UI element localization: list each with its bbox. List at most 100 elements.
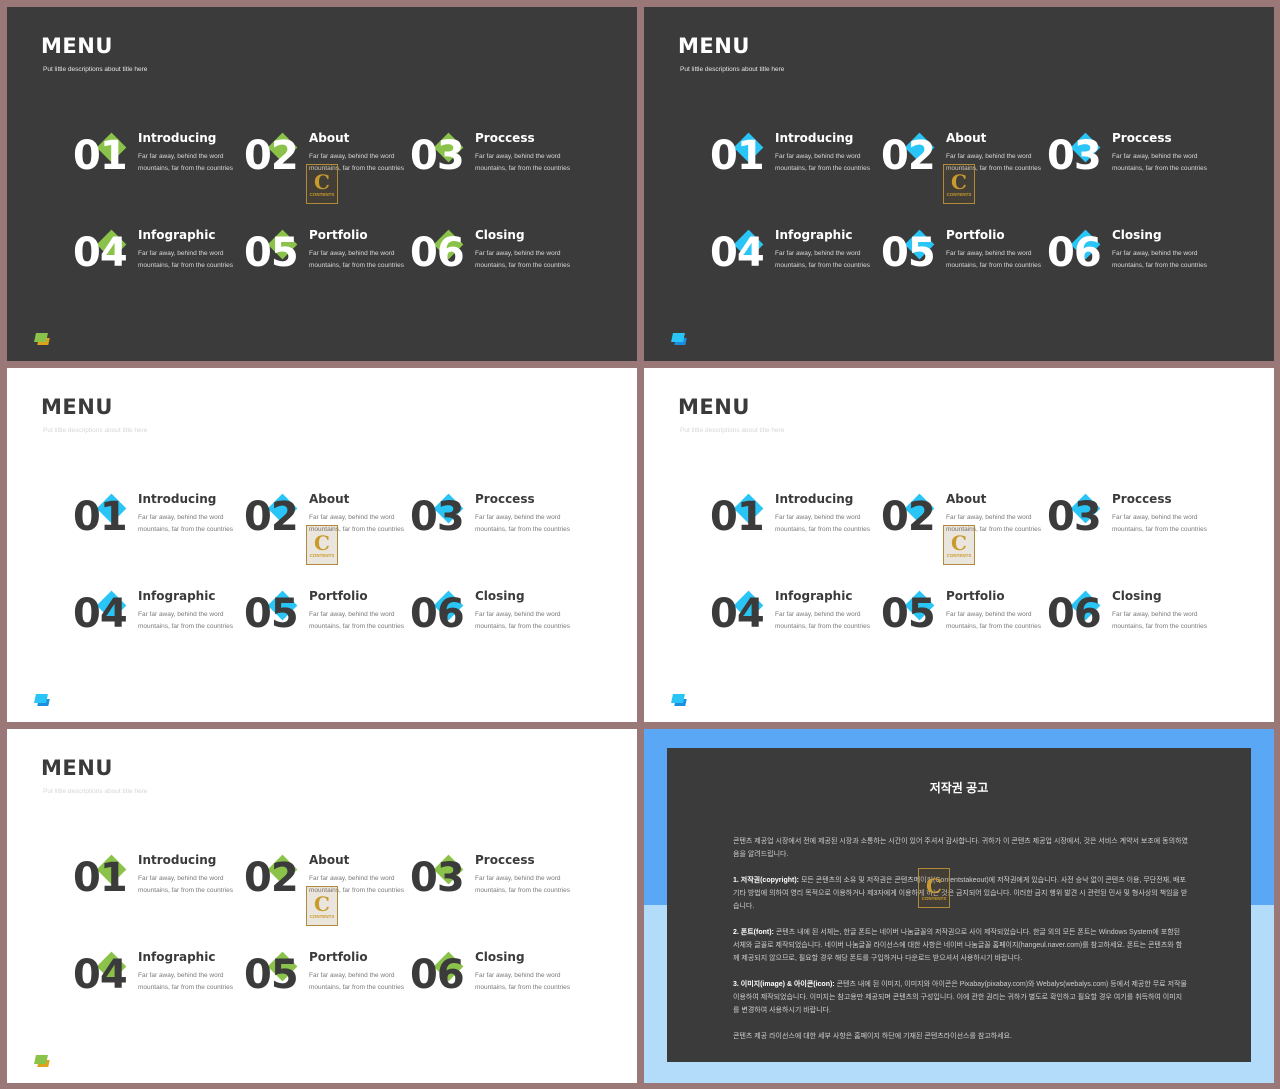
menu-item[interactable]: 03 Proccess Far far away, behind the word … xyxy=(1047,130,1217,200)
menu-item-description: Far far away, behind the word mountains,… xyxy=(1112,153,1208,172)
watermark-stamp: C CONTENTS xyxy=(306,164,338,204)
menu-item-number: 06 xyxy=(410,952,465,998)
menu-item-description: Far far away, behind the word mountains,… xyxy=(138,972,234,991)
watermark-letter: C xyxy=(951,169,967,194)
menu-item-title: Introducing xyxy=(138,131,217,145)
copyright-label-3: 3. 이미지(image) & 아이콘(icon): xyxy=(733,981,835,988)
menu-slide-2: MENU Put little descriptions about title … xyxy=(644,7,1274,361)
menu-item-title: Introducing xyxy=(138,492,217,506)
menu-item[interactable]: 04 Infographic Far far away, behind the wo… xyxy=(73,949,243,1019)
slide-subtitle: Put little descriptions about title here xyxy=(43,788,148,795)
watermark-text: CONTENTS xyxy=(309,191,335,197)
watermark-stamp: C CONTENTS xyxy=(306,886,338,926)
menu-item[interactable]: 02 About Far far away, behind the word mou… xyxy=(881,491,1051,561)
menu-item-description: Far far away, behind the word mountains,… xyxy=(309,514,405,533)
menu-item-description: Far far away, behind the word mountains,… xyxy=(309,875,405,894)
menu-item[interactable]: 04 Infographic Far far away, behind the wo… xyxy=(710,227,880,297)
menu-item-title: About xyxy=(946,131,987,145)
menu-item[interactable]: 02 About Far far away, behind the word mou… xyxy=(244,491,414,561)
menu-item-number: 03 xyxy=(410,133,465,179)
copyright-paragraph-1: 1. 저작권(copyright): 모든 콘텐츠의 소유 및 저작권은 콘텐츠… xyxy=(733,874,1188,913)
menu-item-number: 05 xyxy=(244,591,299,637)
menu-item-number: 03 xyxy=(410,855,465,901)
menu-item[interactable]: 01 Introducing Far far away, behind the wo… xyxy=(73,491,243,561)
menu-slide-4: MENU Put little descriptions about title … xyxy=(644,368,1274,722)
menu-item-number: 01 xyxy=(73,855,128,901)
menu-item-title: Proccess xyxy=(475,853,535,867)
menu-item[interactable]: 05 Portfolio Far far away, behind the word… xyxy=(881,588,1051,658)
menu-item[interactable]: 03 Proccess Far far away, behind the word … xyxy=(410,491,580,561)
menu-item-title: Portfolio xyxy=(309,589,368,603)
menu-item-number: 03 xyxy=(1047,133,1102,179)
watermark-letter: C xyxy=(951,530,967,555)
menu-item-title: Closing xyxy=(475,228,525,242)
menu-item-description: Far far away, behind the word mountains,… xyxy=(309,972,405,991)
menu-item[interactable]: 05 Portfolio Far far away, behind the word… xyxy=(244,227,414,297)
menu-item-number: 04 xyxy=(710,591,765,637)
menu-item-description: Far far away, behind the word mountains,… xyxy=(138,153,234,172)
menu-item-description: Far far away, behind the word mountains,… xyxy=(475,514,571,533)
menu-item-number: 01 xyxy=(710,133,765,179)
logo-shape-front xyxy=(34,1055,48,1064)
menu-item-number: 02 xyxy=(881,133,936,179)
menu-item-description: Far far away, behind the word mountains,… xyxy=(775,611,871,630)
slide-subtitle: Put little descriptions about title here xyxy=(680,427,785,434)
menu-item-description: Far far away, behind the word mountains,… xyxy=(309,250,405,269)
copyright-slide: 저작권 공고 콘텐츠 제공업 시장에서 전에 제공된 시장과 소통하는 시간이 … xyxy=(644,729,1274,1083)
watermark-stamp: C CONTENTS xyxy=(918,868,950,908)
menu-slide-1: MENU Put little descriptions about title … xyxy=(7,7,637,361)
menu-item[interactable]: 04 Infographic Far far away, behind the wo… xyxy=(710,588,880,658)
menu-item-number: 04 xyxy=(73,591,128,637)
menu-item[interactable]: 06 Closing Far far away, behind the word m… xyxy=(410,227,580,297)
menu-slide-5: MENU Put little descriptions about title … xyxy=(7,729,637,1083)
menu-item[interactable]: 05 Portfolio Far far away, behind the word… xyxy=(244,949,414,1019)
copyright-paragraph-3: 3. 이미지(image) & 아이콘(icon): 콘텐츠 내에 된 이미지,… xyxy=(733,978,1188,1017)
menu-item-title: Proccess xyxy=(475,131,535,145)
menu-item[interactable]: 04 Infographic Far far away, behind the wo… xyxy=(73,227,243,297)
menu-item[interactable]: 03 Proccess Far far away, behind the word … xyxy=(410,852,580,922)
menu-item[interactable]: 03 Proccess Far far away, behind the word … xyxy=(1047,491,1217,561)
menu-item-description: Far far away, behind the word mountains,… xyxy=(309,611,405,630)
menu-item[interactable]: 02 About Far far away, behind the word mou… xyxy=(881,130,1051,200)
menu-item[interactable]: 06 Closing Far far away, behind the word m… xyxy=(1047,227,1217,297)
menu-item-number: 01 xyxy=(710,494,765,540)
menu-item-title: Introducing xyxy=(775,492,854,506)
menu-item-title: Portfolio xyxy=(309,950,368,964)
slide-title: MENU xyxy=(678,34,750,58)
menu-item-number: 04 xyxy=(710,230,765,276)
menu-item-description: Far far away, behind the word mountains,… xyxy=(1112,514,1208,533)
menu-item[interactable]: 06 Closing Far far away, behind the word m… xyxy=(410,588,580,658)
menu-item-description: Far far away, behind the word mountains,… xyxy=(475,153,571,172)
menu-item-number: 02 xyxy=(881,494,936,540)
menu-item[interactable]: 05 Portfolio Far far away, behind the word… xyxy=(244,588,414,658)
slide-title: MENU xyxy=(41,395,113,419)
menu-item[interactable]: 06 Closing Far far away, behind the word m… xyxy=(1047,588,1217,658)
menu-item-number: 06 xyxy=(410,230,465,276)
menu-item[interactable]: 02 About Far far away, behind the word mou… xyxy=(244,130,414,200)
logo-shape-front xyxy=(671,694,685,703)
slide-subtitle: Put little descriptions about title here xyxy=(680,66,785,73)
brand-logo-icon xyxy=(34,694,50,706)
menu-item-number: 03 xyxy=(1047,494,1102,540)
menu-item-title: Closing xyxy=(475,950,525,964)
watermark-letter: C xyxy=(314,891,330,916)
menu-item-description: Far far away, behind the word mountains,… xyxy=(775,514,871,533)
menu-item-title: Proccess xyxy=(1112,492,1172,506)
menu-item[interactable]: 01 Introducing Far far away, behind the wo… xyxy=(73,852,243,922)
menu-item[interactable]: 01 Introducing Far far away, behind the wo… xyxy=(73,130,243,200)
menu-item[interactable]: 02 About Far far away, behind the word mou… xyxy=(244,852,414,922)
menu-item[interactable]: 05 Portfolio Far far away, behind the word… xyxy=(881,227,1051,297)
menu-item[interactable]: 01 Introducing Far far away, behind the wo… xyxy=(710,491,880,561)
menu-item[interactable]: 03 Proccess Far far away, behind the word … xyxy=(410,130,580,200)
menu-item[interactable]: 06 Closing Far far away, behind the word m… xyxy=(410,949,580,1019)
copyright-label-1: 1. 저작권(copyright): xyxy=(733,877,799,884)
menu-item[interactable]: 04 Infographic Far far away, behind the wo… xyxy=(73,588,243,658)
menu-item-number: 06 xyxy=(410,591,465,637)
menu-item[interactable]: 01 Introducing Far far away, behind the wo… xyxy=(710,130,880,200)
menu-item-description: Far far away, behind the word mountains,… xyxy=(138,250,234,269)
menu-item-number: 01 xyxy=(73,133,128,179)
menu-item-description: Far far away, behind the word mountains,… xyxy=(138,875,234,894)
menu-item-description: Far far away, behind the word mountains,… xyxy=(475,250,571,269)
menu-item-description: Far far away, behind the word mountains,… xyxy=(946,611,1042,630)
menu-item-number: 04 xyxy=(73,952,128,998)
